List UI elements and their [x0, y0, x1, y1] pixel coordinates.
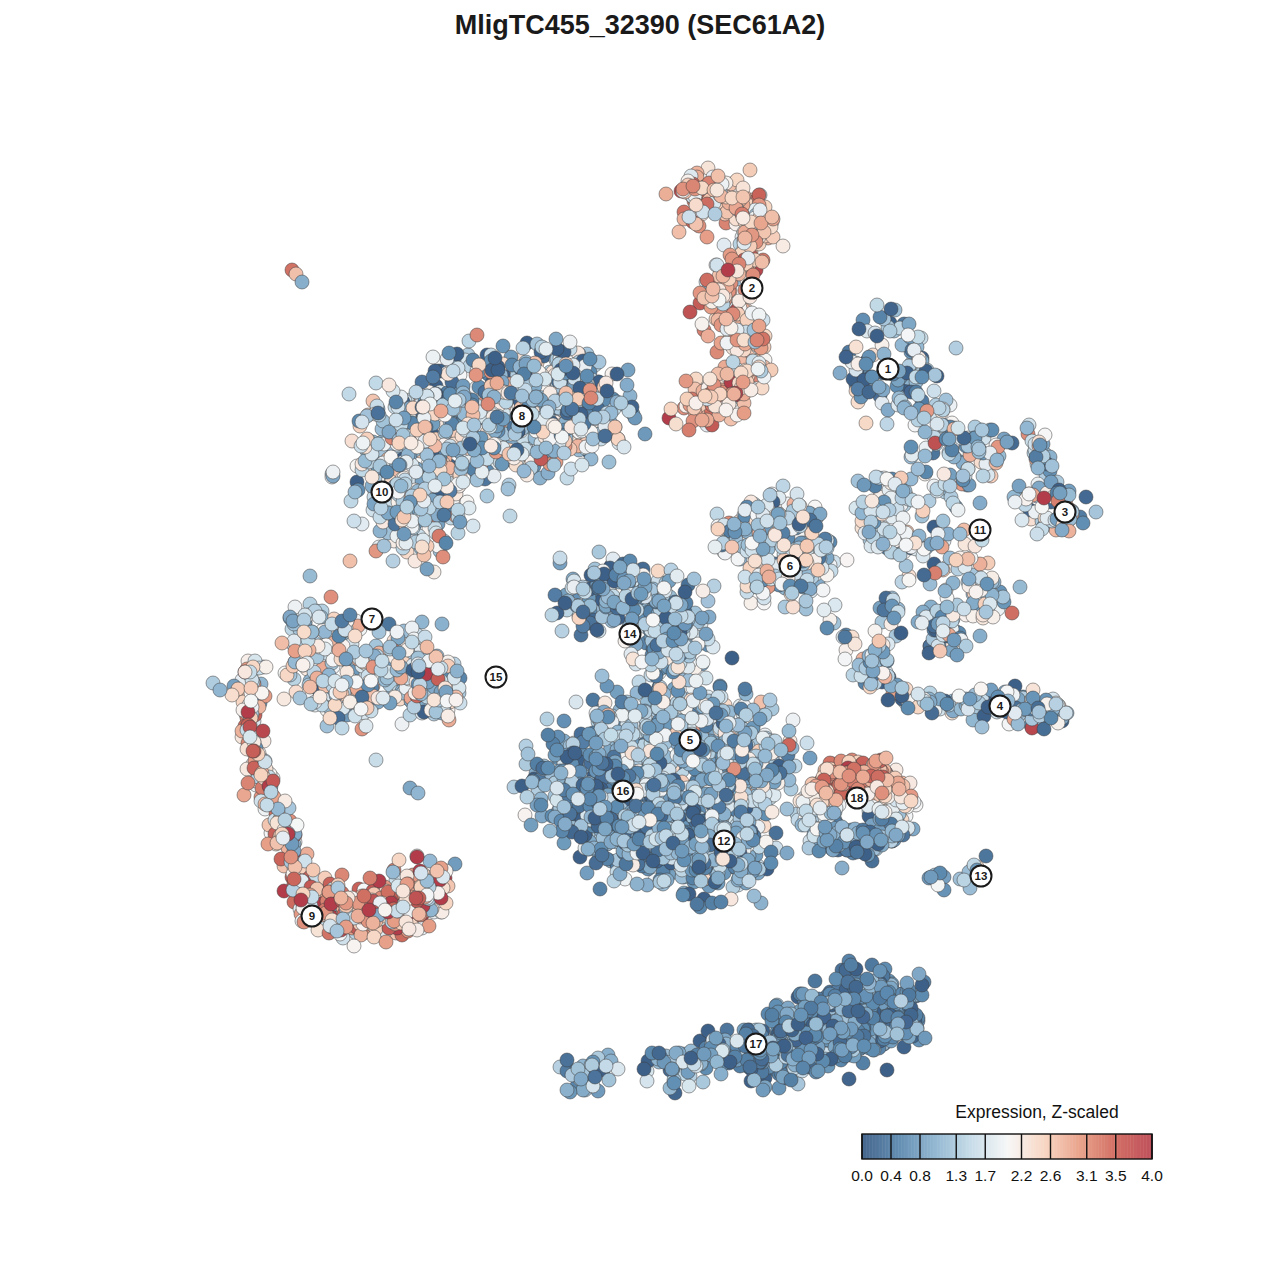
svg-text:1.7: 1.7 [974, 1167, 996, 1184]
svg-text:9: 9 [309, 910, 315, 922]
svg-text:4.0: 4.0 [1141, 1167, 1163, 1184]
svg-text:10: 10 [376, 486, 389, 498]
svg-text:3.5: 3.5 [1105, 1167, 1127, 1184]
svg-text:4: 4 [997, 700, 1004, 712]
svg-text:14: 14 [624, 628, 637, 640]
svg-text:18: 18 [851, 792, 864, 804]
svg-text:7: 7 [369, 613, 375, 625]
svg-text:17: 17 [750, 1038, 763, 1050]
svg-text:1.3: 1.3 [945, 1167, 967, 1184]
svg-text:0.8: 0.8 [909, 1167, 931, 1184]
svg-text:6: 6 [787, 560, 793, 572]
svg-text:Expression, Z-scaled: Expression, Z-scaled [955, 1102, 1118, 1122]
svg-text:5: 5 [687, 734, 694, 746]
svg-text:2.2: 2.2 [1011, 1167, 1033, 1184]
svg-text:16: 16 [617, 785, 630, 797]
svg-text:8: 8 [519, 410, 526, 422]
svg-text:0.4: 0.4 [880, 1167, 902, 1184]
svg-text:13: 13 [975, 870, 988, 882]
svg-text:3.1: 3.1 [1076, 1167, 1098, 1184]
svg-text:11: 11 [974, 524, 987, 536]
svg-text:3: 3 [1062, 506, 1068, 518]
svg-text:2: 2 [749, 282, 755, 294]
svg-text:2.6: 2.6 [1040, 1167, 1062, 1184]
svg-text:0.0: 0.0 [851, 1167, 873, 1184]
svg-text:15: 15 [490, 671, 503, 683]
svg-text:12: 12 [718, 835, 731, 847]
svg-text:1: 1 [885, 363, 892, 375]
